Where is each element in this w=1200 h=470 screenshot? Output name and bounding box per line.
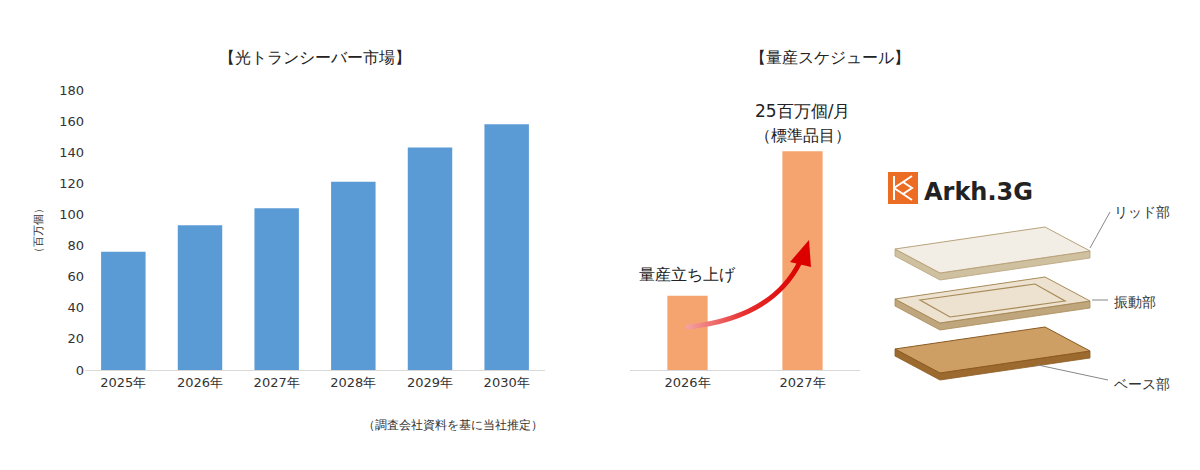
svg-text:80: 80	[67, 238, 84, 253]
svg-text:2028年: 2028年	[330, 375, 376, 390]
svg-text:2025年: 2025年	[100, 375, 146, 390]
svg-text:2029年: 2029年	[407, 375, 453, 390]
svg-text:100: 100	[59, 207, 84, 222]
svg-text:（百万個）: （百万個）	[32, 203, 45, 258]
svg-text:2026年: 2026年	[177, 375, 223, 390]
svg-text:【量産スケジュール】: 【量産スケジュール】	[750, 48, 910, 67]
svg-text:【光トランシーバー市場】: 【光トランシーバー市場】	[219, 48, 411, 67]
svg-text:25百万個/月: 25百万個/月	[755, 101, 850, 121]
svg-text:（調査会社資料を基に当社推定）: （調査会社資料を基に当社推定）	[363, 418, 543, 432]
svg-text:（標準品目）: （標準品目）	[755, 126, 851, 145]
svg-text:2027年: 2027年	[779, 375, 825, 390]
svg-text:2026年: 2026年	[664, 375, 710, 390]
svg-text:0: 0	[76, 363, 84, 378]
svg-text:60: 60	[67, 269, 84, 284]
svg-text:2027年: 2027年	[254, 375, 300, 390]
svg-text:140: 140	[59, 145, 84, 160]
svg-text:ベース部: ベース部	[1114, 376, 1170, 392]
svg-text:量産立ち上げ: 量産立ち上げ	[639, 265, 736, 284]
svg-text:160: 160	[59, 114, 84, 129]
svg-text:20: 20	[67, 331, 84, 346]
svg-text:2030年: 2030年	[484, 375, 530, 390]
svg-text:120: 120	[59, 176, 84, 191]
svg-text:40: 40	[67, 300, 84, 315]
svg-text:Arkh.3G: Arkh.3G	[924, 178, 1033, 206]
svg-text:振動部: 振動部	[1114, 294, 1156, 310]
svg-text:リッド部: リッド部	[1114, 204, 1170, 220]
svg-text:180: 180	[59, 83, 84, 98]
